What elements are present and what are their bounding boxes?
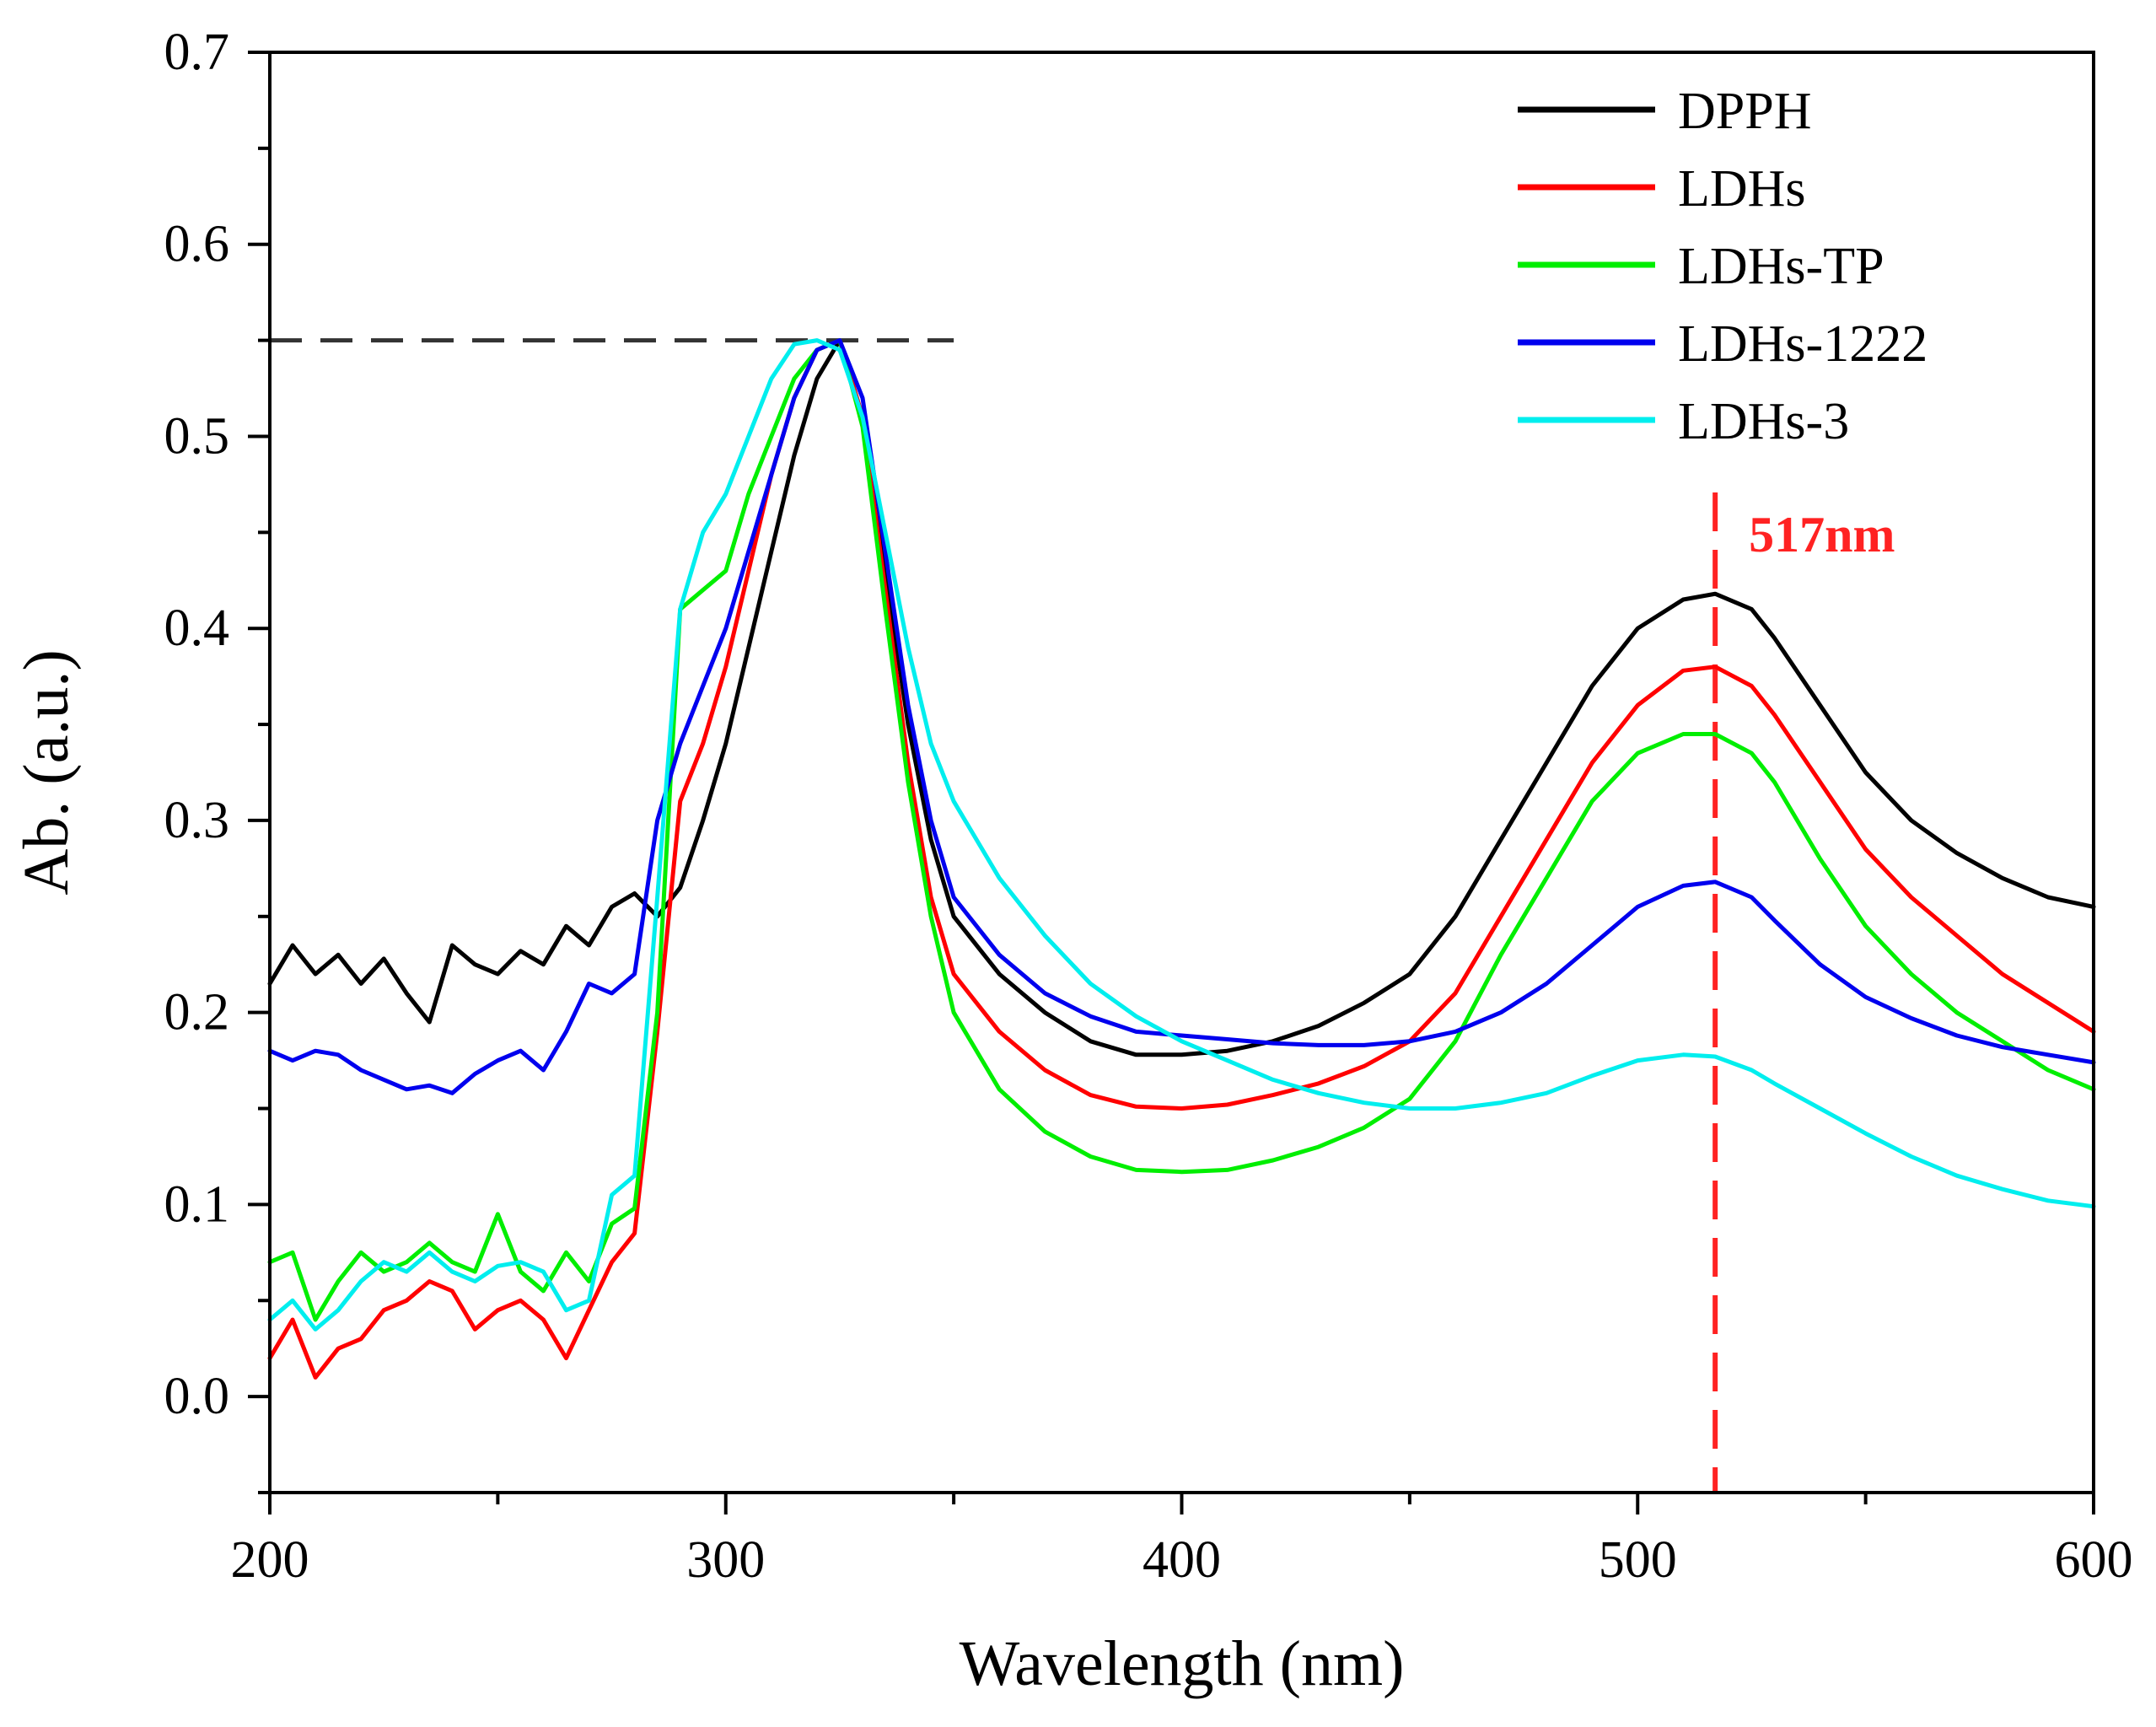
series-line-ldhs-1222	[267, 338, 2096, 1095]
legend-label: LDHs-3	[1678, 393, 1849, 450]
legend-label: DPPH	[1678, 83, 1812, 140]
axis-ticks: 200 300 400 500 600 0.0 0.1 0.2 0.3 0.4 0.5 0.6 0.7	[164, 24, 2133, 1589]
plot-area: 517nm	[267, 338, 2096, 1493]
series-line-ldhs-3	[267, 338, 2096, 1332]
y-axis-title: Ab. (a.u.)	[11, 649, 82, 895]
x-tick-label: 500	[1599, 1531, 1677, 1589]
y-tick-label: 0.4	[164, 600, 230, 657]
y-tick-label: 0.0	[164, 1368, 230, 1425]
legend-label: LDHs-1222	[1678, 315, 1927, 373]
x-tick-label: 400	[1143, 1531, 1221, 1589]
wavelength-marker-label: 517nm	[1749, 507, 1895, 562]
y-tick-label: 0.3	[164, 792, 230, 849]
series-line-ldhs	[267, 338, 2096, 1380]
x-tick-label: 300	[686, 1531, 765, 1589]
series-line-ldhs-tp	[267, 338, 2096, 1322]
x-axis-title: Wavelength (nm)	[960, 1628, 1405, 1699]
legend-label: LDHs-TP	[1678, 238, 1884, 295]
x-tick-label: 200	[231, 1531, 309, 1589]
y-tick-label: 0.5	[164, 407, 230, 465]
x-tick-label: 600	[2055, 1531, 2133, 1589]
y-tick-label: 0.6	[164, 216, 230, 273]
series-line-dpph	[267, 338, 2096, 1057]
y-tick-label: 0.7	[164, 24, 230, 81]
legend: DPPH LDHs LDHs-TP LDHs-1222 LDHs-3	[1518, 83, 1927, 450]
y-tick-label: 0.1	[164, 1176, 230, 1233]
y-tick-label: 0.2	[164, 984, 230, 1041]
legend-label: LDHs	[1678, 160, 1806, 218]
